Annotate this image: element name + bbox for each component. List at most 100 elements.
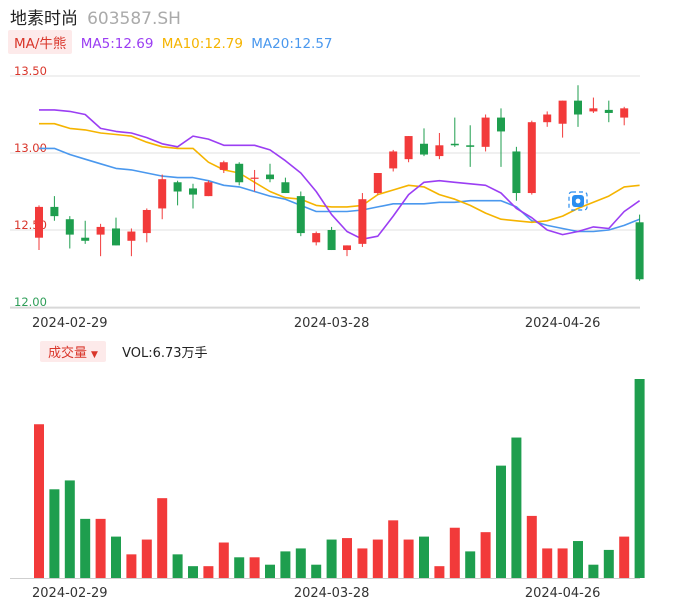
candle-body (250, 177, 259, 179)
volume-bar (603, 549, 614, 578)
candle-body (112, 228, 120, 246)
volume-date-axis: 2024-02-29 2024-03-28 2024-04-26 (32, 586, 600, 601)
volume-bar (157, 498, 168, 578)
y-tick-label: 13.00 (14, 141, 47, 155)
candle-body (620, 108, 629, 118)
price-date-axis: 2024-02-29 2024-03-28 2024-04-26 (32, 316, 600, 331)
candle-body (343, 245, 351, 251)
volume-value: VOL:6.73万手 (122, 346, 208, 361)
candle-body (65, 219, 74, 235)
volume-bar (465, 551, 476, 578)
volume-indicator-button[interactable]: 成交量 ▼ (40, 341, 106, 362)
stock-code: 603587.SH (87, 9, 181, 29)
ma10-value: MA10:12.79 (161, 36, 243, 52)
price-grid (10, 75, 640, 309)
volume-bar (234, 557, 245, 578)
x-tick-label: 2024-02-29 (32, 316, 108, 331)
volume-legend: 成交量 ▼ VOL:6.73万手 (40, 341, 208, 362)
volume-bar (203, 566, 214, 578)
volume-bar (634, 379, 645, 578)
volume-bar (573, 541, 583, 578)
stock-name: 地素时尚 (10, 9, 78, 29)
candle-body (373, 173, 382, 194)
volume-bar (126, 554, 137, 578)
volume-bar (249, 557, 260, 578)
candle-body (327, 230, 336, 251)
volume-bar (280, 551, 291, 578)
volume-bar (141, 539, 152, 578)
candle-body (281, 182, 290, 194)
title-row: 地素时尚 603587.SH (10, 4, 181, 29)
y-tick-label: 12.00 (14, 295, 47, 309)
volume-bar (357, 548, 368, 578)
candle-body (481, 117, 490, 147)
ma5-value: MA5:12.69 (80, 36, 154, 52)
candle-body (389, 151, 398, 169)
volume-bar (111, 536, 121, 578)
candle-body (96, 226, 105, 235)
volume-bar (49, 489, 60, 578)
candle-body (173, 182, 182, 192)
candle-body (497, 117, 505, 132)
candle-body (558, 100, 567, 124)
volume-bar (218, 542, 229, 578)
volume-bar (449, 527, 460, 578)
volume-bar (64, 480, 75, 578)
candle-body (450, 143, 459, 146)
x-tick-label: 2024-03-28 (294, 586, 370, 601)
candle-body (189, 188, 197, 195)
ma5-line (39, 109, 641, 240)
candle-body (127, 231, 136, 241)
ma20-line (39, 147, 640, 233)
volume-bar (34, 424, 44, 578)
candle-body (574, 100, 582, 115)
candle-body (158, 179, 167, 209)
candle-body (204, 182, 213, 197)
candle-body (466, 145, 475, 147)
candle-body (312, 233, 321, 243)
volume-bar (403, 539, 414, 578)
y-tick-label: 13.50 (14, 64, 47, 78)
x-tick-label: 2024-03-28 (294, 316, 370, 331)
marker-frame (568, 191, 588, 211)
volume-bar (342, 538, 352, 578)
candle-body (35, 206, 43, 238)
volume-bar (388, 520, 399, 578)
volume-bar (95, 518, 106, 578)
ma20-value: MA20:12.57 (251, 36, 333, 52)
volume-bar (588, 564, 599, 578)
candle-body (235, 163, 244, 183)
logo-marker-icon[interactable] (568, 191, 588, 211)
candle-body (81, 237, 90, 241)
candle-body (266, 174, 274, 180)
candle-body (543, 114, 552, 123)
volume-bars (10, 379, 645, 579)
candle-body (420, 143, 428, 155)
volume-bar (188, 566, 198, 578)
x-tick-label: 2024-02-29 (32, 586, 108, 601)
moving-average-lines (39, 109, 641, 240)
candle-body (527, 122, 536, 194)
candle-body (512, 151, 521, 194)
volume-bar (511, 437, 522, 578)
volume-bar (619, 536, 630, 578)
volume-bar (265, 564, 275, 578)
candle-body (50, 206, 59, 217)
candle-body (358, 199, 367, 244)
volume-bar (326, 539, 337, 578)
volume-bar (80, 518, 91, 578)
ma-indicator-button[interactable]: MA/牛熊 (8, 30, 73, 54)
candle-body (604, 109, 613, 113)
x-tick-label: 2024-04-26 (525, 316, 601, 331)
candle-body (219, 162, 228, 170)
volume-indicator-label: 成交量 (48, 346, 88, 361)
caret-down-icon: ▼ (91, 350, 98, 360)
volume-bar (434, 566, 445, 578)
candle-body (635, 222, 644, 280)
volume-bar (557, 548, 568, 578)
volume-bar (372, 539, 383, 578)
candle-body (435, 145, 444, 157)
x-tick-label: 2024-04-26 (525, 586, 601, 601)
